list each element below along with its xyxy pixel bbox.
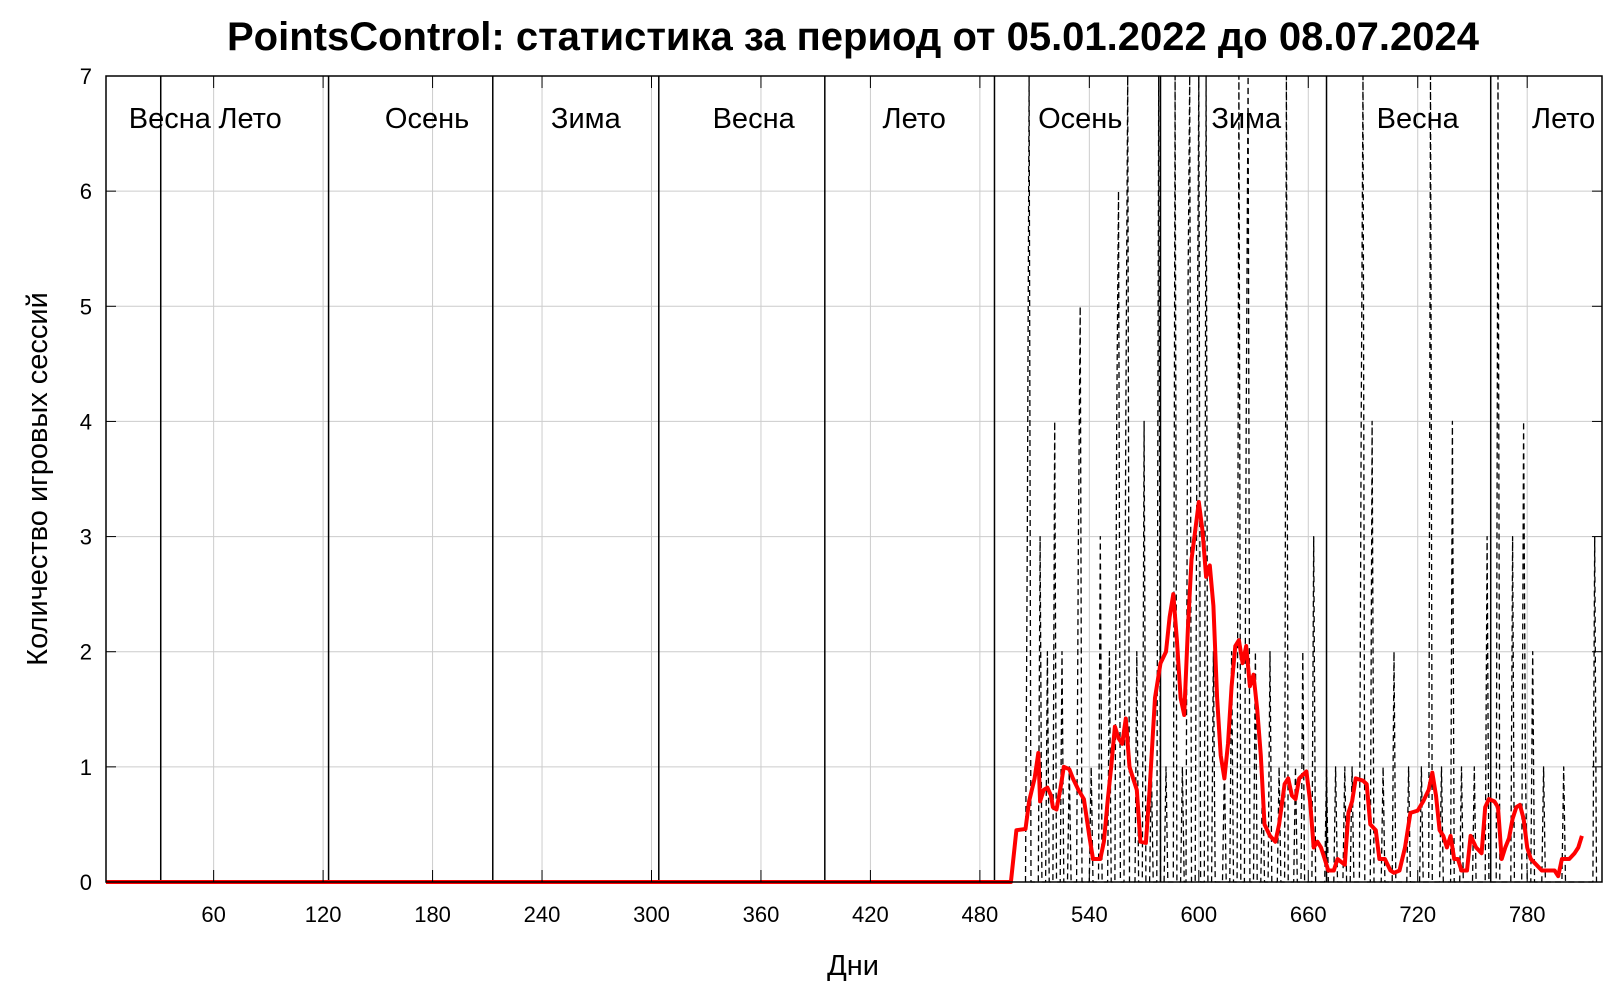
y-tick-label: 0	[80, 870, 92, 895]
season-label: Осень	[385, 103, 469, 135]
season-label: Весна	[129, 103, 212, 135]
x-axis-label: Дни	[827, 950, 879, 982]
y-tick-label: 4	[80, 409, 92, 434]
x-tick-label: 60	[201, 902, 225, 927]
x-tick-label: 780	[1509, 902, 1546, 927]
x-tick-label: 600	[1180, 902, 1217, 927]
y-tick-label: 2	[80, 640, 92, 665]
season-label: Зима	[551, 103, 622, 135]
y-tick-label: 6	[80, 179, 92, 204]
y-tick-label: 5	[80, 294, 92, 319]
x-tick-label: 540	[1071, 902, 1108, 927]
season-label: Лето	[883, 103, 946, 135]
ticks: 0 1 2 3 4 5 6 7 60 120 180 240 300 360 420 480 540 600 660…	[80, 64, 1602, 927]
season-label: Весна	[713, 103, 796, 135]
season-labels: Весна Лето Осень Зима Весна Лето Осень Зима Весн…	[129, 103, 1596, 135]
x-tick-label: 120	[305, 902, 342, 927]
x-tick-label: 420	[852, 902, 889, 927]
x-tick-label: 300	[633, 902, 670, 927]
plot-frame	[105, 75, 1603, 883]
x-tick-label: 180	[414, 902, 451, 927]
x-tick-label: 480	[962, 902, 999, 927]
x-tick-label: 240	[524, 902, 561, 927]
season-label: Весна	[1377, 103, 1460, 135]
x-tick-label: 720	[1399, 902, 1436, 927]
chart-title: PointsControl: статистика за период от 0…	[227, 15, 1480, 59]
grid	[106, 76, 1602, 882]
y-axis-label: Количество игровых сессий	[22, 292, 54, 666]
y-tick-label: 7	[80, 64, 92, 89]
season-label: Зима	[1211, 103, 1282, 135]
y-tick-label: 1	[80, 755, 92, 780]
season-label: Лето	[1532, 103, 1595, 135]
season-label: Осень	[1038, 103, 1122, 135]
y-tick-label: 3	[80, 525, 92, 550]
season-boundaries	[159, 76, 1492, 882]
x-tick-label: 360	[743, 902, 780, 927]
series-moving-average-line	[106, 500, 1584, 884]
season-label: Лето	[218, 103, 281, 135]
x-tick-label: 660	[1290, 902, 1327, 927]
